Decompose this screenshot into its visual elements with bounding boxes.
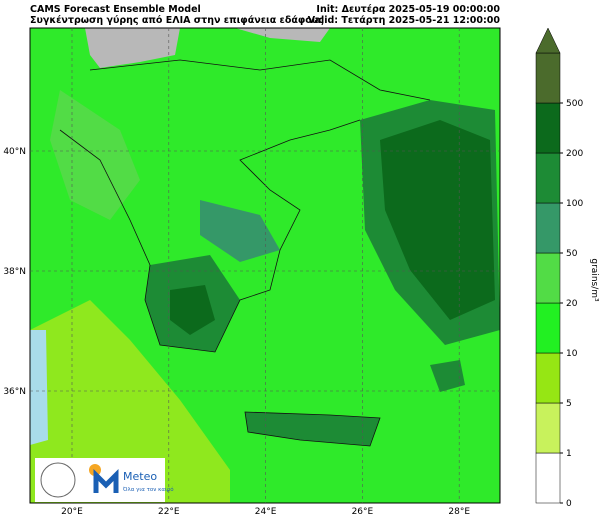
- colorbar-segment: [535, 152, 561, 204]
- albania-mid: [50, 90, 140, 220]
- map: 20°E 22°E 24°E 26°E 28°E 40°N 38°N 36°N: [3, 27, 501, 517]
- coastline: [59, 59, 431, 447]
- colorbar-segment: [535, 302, 561, 354]
- logo-name: Meteo: [123, 470, 157, 483]
- logo: Meteo Όλα για τον καιρό: [35, 458, 174, 502]
- lat-label: 40°N: [3, 147, 26, 157]
- lon-label: 20°E: [61, 507, 83, 517]
- map-frame: [29, 27, 501, 504]
- colorbar-segment: [535, 402, 561, 454]
- logo-m: [93, 468, 119, 493]
- central-high: [200, 200, 280, 262]
- sea: [30, 330, 48, 445]
- colorbar: 0 1 5 10 20 50 100 200 500: [535, 27, 583, 509]
- peloponnese-peak: [170, 285, 215, 335]
- low-area: [30, 300, 230, 503]
- logo-tagline: Όλα για τον καιρό: [122, 486, 174, 493]
- colorbar-label: 50: [566, 249, 578, 259]
- no-data: [85, 28, 180, 68]
- valid-time: Valid: Τετάρτη 2025-05-21 12:00:00: [308, 15, 501, 26]
- lat-label: 38°N: [3, 267, 26, 277]
- colorbar-label: 200: [566, 149, 583, 159]
- colorbar-label: 500: [566, 99, 583, 109]
- colorbar-segment: [535, 102, 561, 154]
- lon-label: 24°E: [255, 507, 277, 517]
- logo-sun: [89, 464, 101, 476]
- colorbar-label: 10: [566, 349, 578, 359]
- lon-label: 22°E: [158, 507, 180, 517]
- unit-label: grains/m³: [589, 258, 599, 302]
- lon-label: 28°E: [448, 507, 470, 517]
- lon-label: 26°E: [352, 507, 374, 517]
- turkey-peak: [380, 120, 495, 320]
- colorbar-segment: [535, 452, 561, 504]
- subtitle: Συγκέντρωση γύρης από ΕΛΙΑ στην επιφάνει…: [30, 15, 324, 26]
- colorbar-segment: [535, 252, 561, 304]
- colorbar-segment: [535, 352, 561, 404]
- colorbar-label: 20: [566, 299, 578, 309]
- colorbar-segment: [535, 202, 561, 254]
- logo-seal: [40, 462, 76, 498]
- colorbar-label: 100: [566, 199, 583, 209]
- crete-high: [245, 412, 380, 446]
- colorbar-label: 1: [566, 449, 572, 459]
- init-time: Init: Δευτέρα 2025-05-19 00:00:00: [316, 4, 500, 15]
- colorbar-segment: [535, 52, 561, 104]
- colorbar-label: 0: [566, 499, 572, 509]
- lat-label: 36°N: [3, 387, 26, 397]
- rhodes-high: [430, 360, 465, 392]
- no-data: [235, 28, 330, 42]
- colorbar-arrow: [535, 27, 561, 54]
- model-title: CAMS Forecast Ensemble Model: [30, 4, 201, 15]
- colorbar-label: 5: [566, 399, 572, 409]
